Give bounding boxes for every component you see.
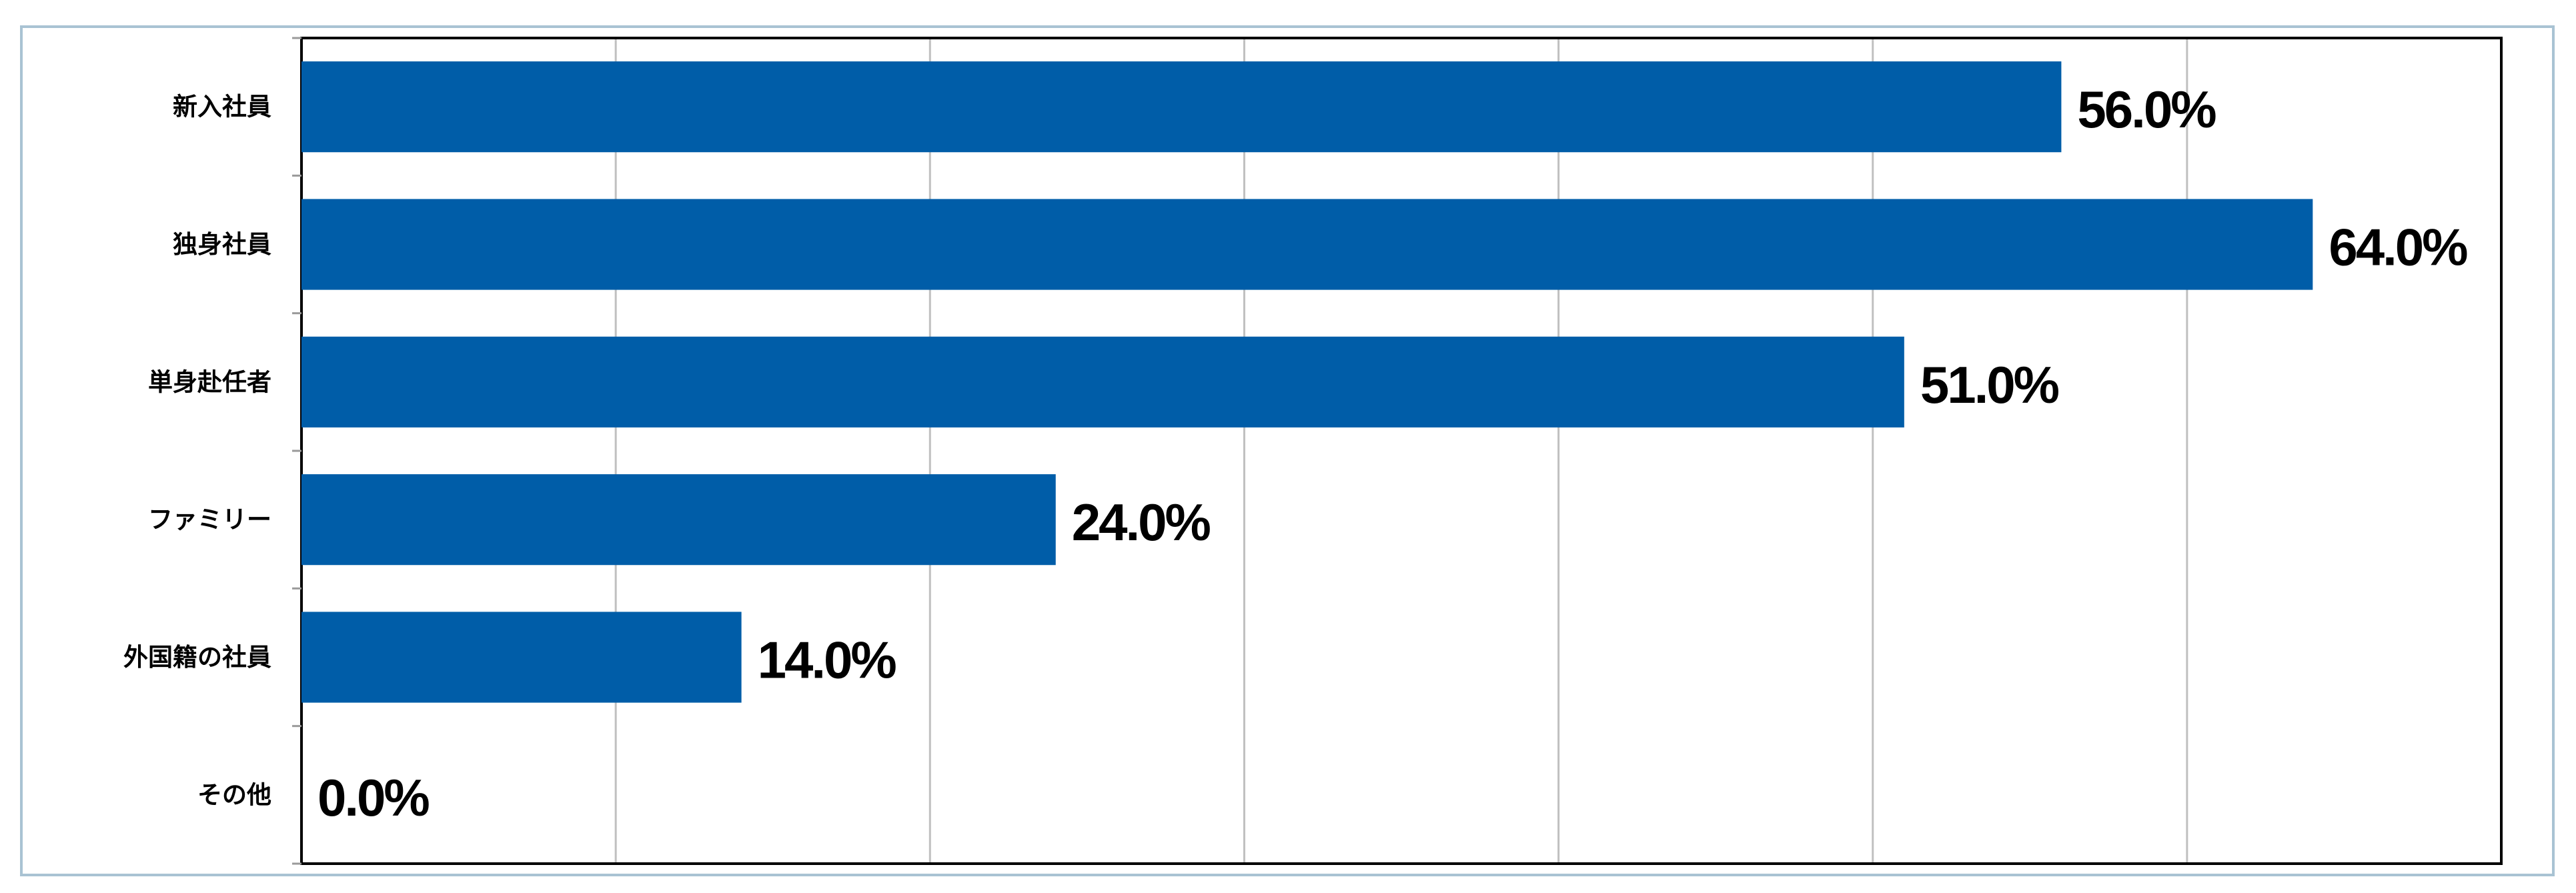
plot-area <box>300 37 2503 865</box>
value-label: 56.0% <box>2077 80 2216 139</box>
bar <box>301 612 742 703</box>
value-label: 0.0% <box>317 768 429 827</box>
category-label: 外国籍の社員 <box>123 643 271 672</box>
category-label: その他 <box>197 780 271 809</box>
bar <box>301 336 1904 427</box>
category-label: 新入社員 <box>173 93 271 121</box>
value-label: 51.0% <box>1920 355 2059 414</box>
value-label: 64.0% <box>2329 218 2467 277</box>
bar <box>301 61 2062 153</box>
chart-frame <box>20 25 2555 876</box>
bars <box>301 61 2313 703</box>
value-label: 24.0% <box>1072 493 1211 552</box>
data-labels: 56.0% 64.0% 51.0% 24.0% 14.0% 0.0% <box>317 80 2469 827</box>
gridlines <box>614 38 2188 864</box>
value-label: 14.0% <box>758 631 896 690</box>
bar <box>301 474 1056 566</box>
y-axis <box>292 37 301 865</box>
bar <box>301 199 2313 290</box>
category-label: 単身赴任者 <box>148 367 271 396</box>
category-label: 独身社員 <box>173 230 271 259</box>
category-label: ファミリー <box>148 506 271 534</box>
